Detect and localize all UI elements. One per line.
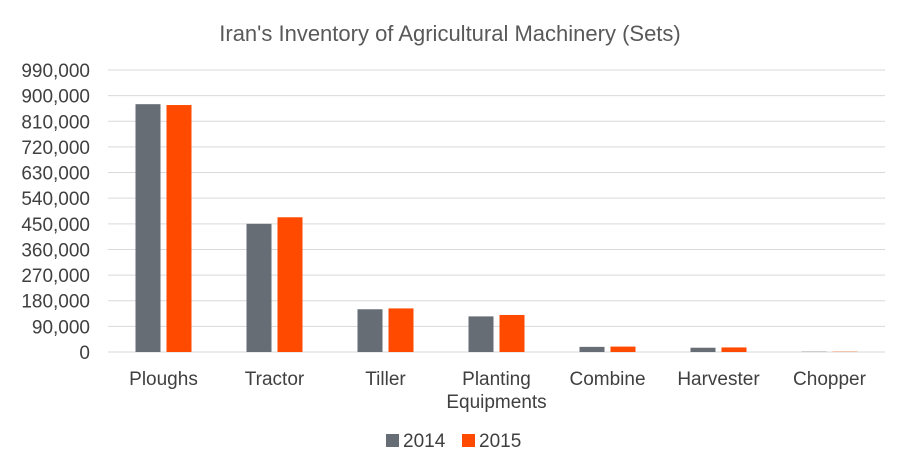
y-tick-label: 450,000: [21, 215, 90, 236]
y-tick-label: 270,000: [21, 266, 90, 287]
x-axis: Ploughs Tractor Tiller Planting Equipments Co…: [129, 369, 866, 413]
bar-2015-harvester: [721, 347, 747, 352]
x-tick-label: Harvester: [677, 369, 760, 390]
y-axis: 0 90,000 180,000 270,000 360,000 450,000 540,0…: [21, 61, 90, 364]
bar-2015-tiller: [388, 308, 414, 352]
bar-2015-planting-equipments: [499, 314, 525, 352]
bar-2014-ploughs: [135, 104, 161, 352]
x-tick-label: Tiller: [365, 369, 406, 390]
bar-2015-tractor: [277, 217, 303, 352]
bar-2015-combine: [610, 346, 636, 352]
legend-label-2015: 2015: [479, 431, 521, 452]
chart-title: Iran's Inventory of Agricultural Machine…: [219, 21, 681, 46]
y-tick-label: 540,000: [21, 189, 90, 210]
bars: [135, 104, 858, 352]
legend-swatch-2014: [386, 434, 399, 447]
y-tick-label: 900,000: [21, 87, 90, 108]
x-tick-label: Combine: [569, 369, 645, 390]
x-tick-label: Ploughs: [129, 369, 198, 390]
x-tick-label: Chopper: [793, 369, 867, 390]
y-tick-label: 0: [79, 343, 90, 364]
x-tick-label: Planting Equipments: [446, 369, 546, 413]
y-tick-label: 90,000: [32, 317, 90, 338]
y-tick-label: 180,000: [21, 292, 90, 313]
bar-2014-tractor: [246, 223, 272, 352]
y-tick-label: 360,000: [21, 240, 90, 261]
y-tick-label: 630,000: [21, 164, 90, 185]
legend-swatch-2015: [462, 434, 475, 447]
bar-2015-ploughs: [166, 105, 192, 352]
bar-2014-combine: [579, 346, 605, 352]
legend-label-2014: 2014: [403, 431, 446, 452]
y-tick-label: 810,000: [21, 112, 90, 133]
bar-2014-tiller: [357, 309, 383, 352]
bar-2014-planting-equipments: [468, 316, 494, 352]
x-tick-label: Tractor: [245, 369, 305, 390]
y-tick-label: 720,000: [21, 138, 90, 159]
gridlines: [108, 69, 885, 353]
bar-2014-harvester: [690, 347, 716, 352]
legend: 2014 2015: [386, 431, 521, 452]
y-tick-label: 990,000: [21, 61, 90, 82]
